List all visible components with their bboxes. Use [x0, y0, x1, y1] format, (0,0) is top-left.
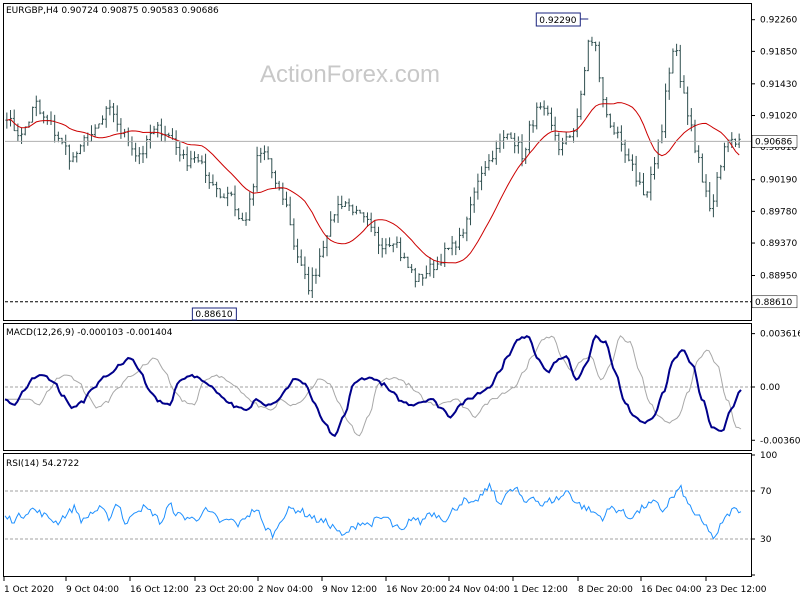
time-tick-label: 8 Dec 20:00 [578, 585, 633, 595]
current-price-label: 0.90686 [755, 137, 792, 147]
current-price-box [751, 135, 798, 148]
main-panel [3, 3, 752, 321]
price-tick-label: 0.88950 [760, 271, 797, 281]
support-level-box [751, 295, 798, 309]
low-label-box [191, 307, 237, 321]
macd-signal-line [5, 335, 742, 437]
time-tick-label: 1 Oct 2020 [4, 585, 54, 595]
rsi-label: RSI(14) 54.2722 [6, 459, 79, 469]
support-level-label: 0.88610 [755, 298, 792, 308]
low-label: 0.88610 [195, 310, 232, 320]
rsi-panel [3, 453, 752, 577]
time-tick-label: 16 Nov 20:00 [386, 585, 447, 595]
high-label: 0.92290 [539, 16, 576, 26]
price-tick-label: 0.89780 [760, 207, 797, 217]
time-tick-label: 9 Nov 12:00 [322, 585, 377, 595]
macd-indicator: 0.003616 0.00 -0.003609 [4, 330, 800, 446]
chart-title: EURGBP,H4 0.90724 0.90875 0.90583 0.9068… [6, 6, 219, 16]
macd-line [4, 334, 742, 438]
time-tick-label: 16 Dec 04:00 [641, 585, 702, 595]
time-tick-label: 23 Oct 20:00 [195, 585, 254, 595]
price-axis: 0.92260 0.91850 0.91430 0.91020 0.90610 0.901… [751, 16, 797, 281]
macd-tick-label: -0.003609 [760, 436, 800, 446]
rsi-line [4, 482, 742, 540]
price-tick-label: 0.91430 [760, 80, 797, 90]
watermark: ActionForex.com [260, 61, 440, 88]
time-tick-label: 9 Oct 04:00 [66, 585, 119, 595]
price-overlays: 0.90686 0.88610 0.92290 0.88610 [5, 12, 798, 321]
time-tick-label: 2 Nov 04:00 [258, 585, 313, 595]
time-tick-label: 1 Dec 12:00 [513, 585, 568, 595]
moving-average [6, 102, 740, 264]
ma-line [6, 102, 740, 264]
macd-tick-label: 0.00 [760, 383, 780, 393]
time-axis: 1 Oct 2020 9 Oct 04:00 16 Oct 12:00 23 Oct … [3, 577, 767, 595]
macd-tick-label: 0.003616 [760, 330, 800, 340]
price-tick-label: 0.89370 [760, 239, 797, 249]
price-tick-label: 0.91850 [760, 47, 797, 57]
price-tick-label: 0.92260 [760, 16, 797, 26]
rsi-tick-label: 70 [760, 487, 772, 497]
price-tick-label: 0.90190 [760, 176, 797, 186]
price-tick-label: 0.90610 [760, 143, 797, 153]
rsi-tick-label: 100 [760, 451, 777, 461]
rsi-tick-label: 30 [760, 535, 772, 545]
price-tick-label: 0.91020 [760, 112, 797, 122]
rsi-indicator: 100 70 30 [4, 451, 777, 576]
time-tick-label: 16 Oct 12:00 [130, 585, 189, 595]
time-tick-label: 23 Dec 12:00 [706, 585, 767, 595]
time-tick-label: 24 Nov 04:00 [449, 585, 510, 595]
macd-label: MACD(12,26,9) -0.000103 -0.001404 [6, 328, 173, 338]
